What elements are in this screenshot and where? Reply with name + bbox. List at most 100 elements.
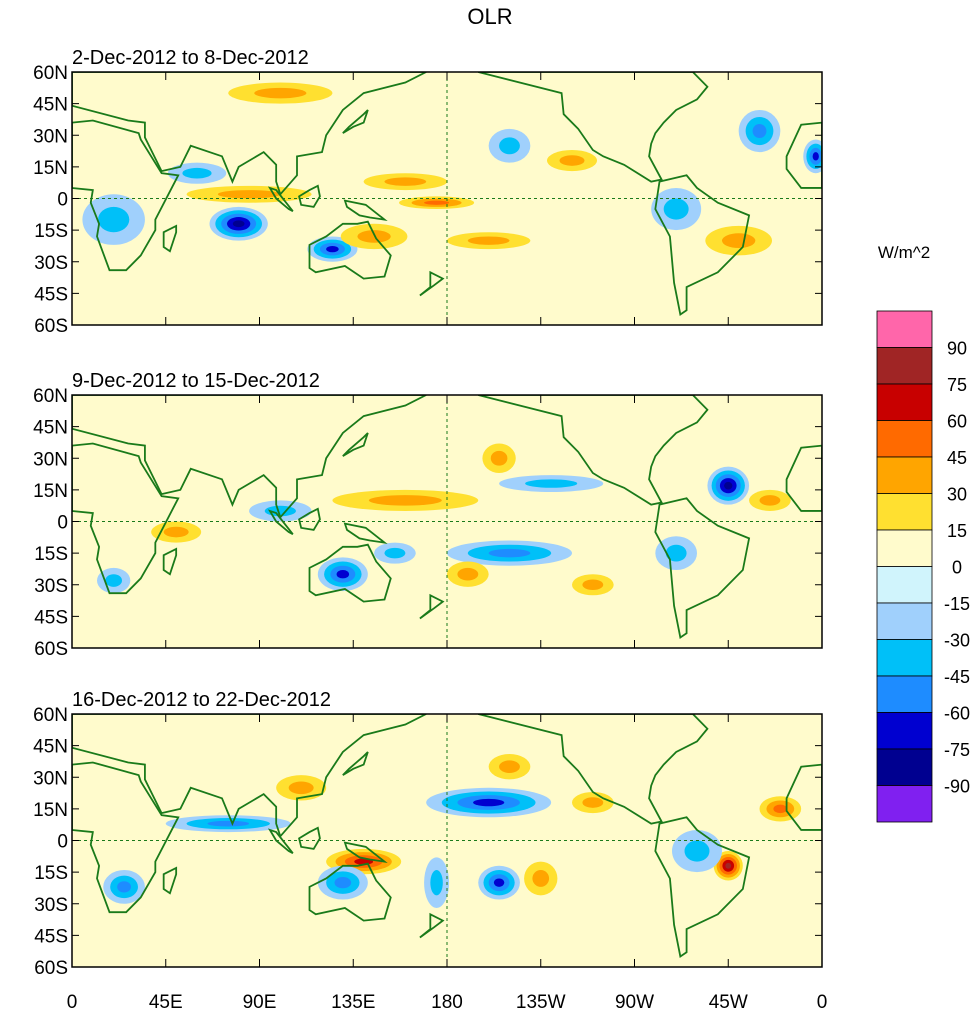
anomaly-contour <box>812 152 819 161</box>
coastline-japan <box>342 109 369 134</box>
colorbar-label: 0 <box>952 558 962 578</box>
anomaly-contour <box>163 526 189 538</box>
anomaly-contour <box>532 870 550 887</box>
colorbar: 90 75 60 45 30 15 0 -15 -30 -45 -60 -75 -90 <box>876 310 970 823</box>
figure-title: OLR <box>467 4 512 29</box>
lat-tick-label: 45S <box>34 607 68 628</box>
coastline-borneo <box>298 184 321 208</box>
colorbar-swatch <box>876 748 933 786</box>
anomaly-contour <box>182 167 212 179</box>
coastline-africaE <box>72 119 180 272</box>
lat-tick-label: 30S <box>34 576 68 597</box>
anomaly-contour <box>457 567 479 581</box>
anomaly-contour <box>525 479 578 488</box>
lon-tick-label: 90E <box>243 992 277 1013</box>
lat-tick-label: 0 <box>57 190 68 211</box>
anomaly-contour <box>217 190 281 199</box>
coastline-borneo <box>298 826 321 850</box>
coastline-japan <box>342 751 369 776</box>
anomaly-contour <box>490 450 508 466</box>
colorbar-label: 60 <box>947 412 967 432</box>
colorbar-swatch <box>876 675 933 713</box>
anomaly-contour <box>105 574 122 587</box>
lon-tick-label: 90W <box>615 992 654 1013</box>
coastline-australia <box>308 543 392 603</box>
anomaly-contour <box>724 481 733 490</box>
anomaly-contour <box>357 230 391 243</box>
lon-tick-label: 135E <box>331 992 375 1013</box>
panel-title: 16-Dec-2012 to 22-Dec-2012 <box>72 689 331 711</box>
colorbar-label: 45 <box>947 448 967 468</box>
coastline-australia <box>308 862 392 922</box>
colorbar-swatch <box>876 493 933 531</box>
lat-tick-label: 0 <box>57 513 68 534</box>
coastline-madagascar <box>162 224 178 253</box>
anomaly-contour <box>232 220 245 228</box>
colorbar-swatch <box>876 383 933 421</box>
anomaly-contour <box>684 840 710 862</box>
colorbar-swatch <box>876 456 933 494</box>
anomaly-contour <box>117 881 132 893</box>
anomaly-contour <box>424 200 450 205</box>
colorbar-swatch <box>876 420 933 458</box>
coastline-eurasia <box>72 72 427 197</box>
colorbar-label: -30 <box>944 631 970 651</box>
coastline-samerica <box>654 816 751 958</box>
coastline-newguinea <box>343 522 388 544</box>
anomaly-contour <box>334 877 352 889</box>
anomaly-contour <box>467 236 510 245</box>
anomaly-contour <box>582 797 604 808</box>
coastline-eurasia <box>72 714 427 839</box>
lat-tick-label: 45N <box>33 418 68 439</box>
coastline-nz <box>419 912 445 939</box>
lat-tick-label: 45N <box>33 737 68 758</box>
colorbar-label: -15 <box>944 594 970 614</box>
lat-tick-label: 60S <box>34 958 68 979</box>
coastline-eurasia <box>72 395 427 520</box>
anomaly-contour <box>384 177 427 186</box>
coastline-newguinea <box>343 199 388 221</box>
anomaly-contour <box>493 878 505 887</box>
lat-tick-label: 60S <box>34 316 68 337</box>
anomaly-contour <box>98 206 130 233</box>
lat-tick-label: 15N <box>33 800 68 821</box>
coastline-namerica <box>478 395 709 506</box>
colorbar-swatch <box>876 639 933 677</box>
lat-tick-label: 30S <box>34 895 68 916</box>
colorbar-label: 75 <box>947 375 967 395</box>
anomaly-contour <box>254 87 307 99</box>
colorbar-swatch <box>876 566 933 604</box>
colorbar-swatch <box>876 785 933 823</box>
coastline-africaW <box>785 763 822 831</box>
coastline-namerica <box>478 72 709 183</box>
lon-tick-label: 0 <box>817 992 828 1013</box>
coastline-africaW <box>785 121 822 189</box>
coastline-nz <box>419 270 445 297</box>
anomaly-contour <box>488 548 531 558</box>
colorbar-swatch <box>876 712 933 750</box>
longitude-labels: 0 45E 90E 135E 180 135W 90W 45W 0 <box>67 992 828 1013</box>
colorbar-units: W/m^2 <box>878 243 930 262</box>
lat-tick-label: 45N <box>33 95 68 116</box>
coastline-madagascar <box>162 547 178 576</box>
lon-tick-label: 0 <box>67 992 78 1013</box>
lat-tick-label: 45S <box>34 284 68 305</box>
anomaly-contour <box>384 547 406 559</box>
coastline-madagascar <box>162 866 178 895</box>
colorbar-swatch <box>876 602 933 640</box>
anomaly-contour <box>582 579 604 591</box>
anomaly-contour <box>368 495 442 506</box>
lat-tick-label: 15S <box>34 221 68 242</box>
coastline-sumatra <box>267 186 294 212</box>
lat-tick-label: 30N <box>33 768 68 789</box>
panel-title: 2-Dec-2012 to 8-Dec-2012 <box>72 47 309 69</box>
anomaly-contour <box>207 820 250 827</box>
colorbar-label: -90 <box>944 777 970 797</box>
coastline-australia <box>308 220 392 280</box>
lat-tick-label: 60N <box>33 63 68 84</box>
lon-tick-label: 45W <box>709 992 748 1013</box>
